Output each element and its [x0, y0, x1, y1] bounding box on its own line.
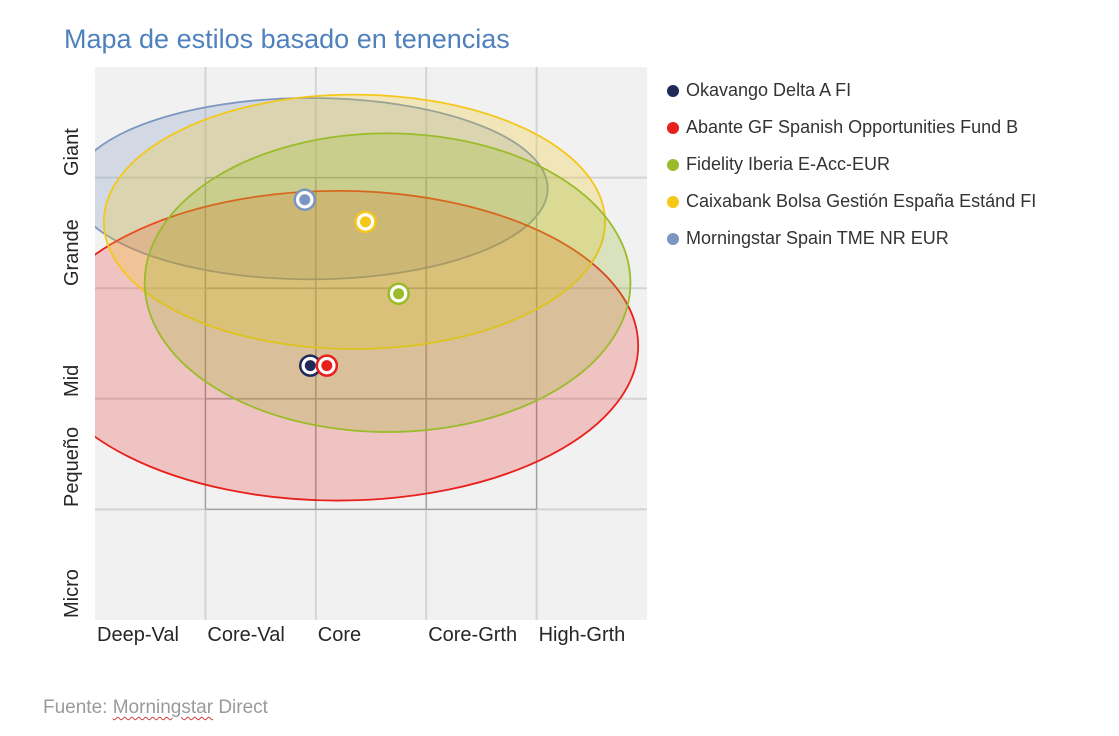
ellipse-2	[95, 190, 639, 502]
y-tick-label: Pequeño	[61, 427, 83, 508]
ellipse-5	[95, 97, 549, 281]
source-note: Fuente: Morningstar Direct	[43, 697, 268, 719]
chart-title: Mapa de estilos basado en tenencias	[64, 24, 510, 54]
legend-label: Fidelity Iberia E-Acc-EUR	[686, 154, 891, 174]
point-dot-2	[321, 360, 333, 372]
point-dot-1	[304, 360, 316, 372]
legend-label: Morningstar Spain TME NR EUR	[686, 228, 949, 248]
legend-marker	[667, 121, 679, 134]
x-tick-label: High-Grth	[538, 624, 626, 646]
legend-label: Caixabank Bolsa Gestión España Estánd FI	[686, 191, 1037, 211]
legend-marker	[667, 158, 679, 171]
legend-label: Okavango Delta A FI	[686, 80, 852, 100]
y-tick-label: Giant	[61, 127, 83, 176]
y-tick-label: Mid	[61, 364, 83, 397]
source-name: Morningstar	[112, 697, 214, 718]
legend-label: Abante GF Spanish Opportunities Fund B	[686, 117, 1019, 137]
source-suffix: Direct	[213, 697, 268, 718]
legend-marker	[667, 232, 679, 245]
x-tick-label: Core	[317, 624, 362, 646]
legend-marker	[667, 84, 679, 97]
point-dot-5	[299, 194, 311, 206]
legend-item: Fidelity Iberia E-Acc-EUR	[667, 146, 1036, 183]
x-tick-label: Deep-Val	[97, 624, 179, 646]
point-dot-4	[359, 216, 371, 228]
ellipse-3	[143, 132, 632, 433]
x-tick-label: Core-Grth	[428, 624, 518, 646]
plot-background	[95, 67, 647, 620]
x-tick-label: Core-Val	[207, 624, 285, 646]
legend-marker	[667, 195, 679, 208]
legend-item: Caixabank Bolsa Gestión España Estánd FI	[667, 183, 1036, 220]
source-prefix: Fuente:	[43, 697, 113, 718]
legend: Okavango Delta A FI Abante GF Spanish Opp…	[667, 72, 1036, 257]
legend-item: Abante GF Spanish Opportunities Fund B	[667, 109, 1036, 146]
legend-item: Morningstar Spain TME NR EUR	[667, 220, 1036, 257]
y-tick-label: Micro	[61, 569, 83, 618]
point-dot-3	[393, 288, 405, 300]
legend-item: Okavango Delta A FI	[667, 72, 1036, 109]
y-tick-label: Grande	[61, 219, 83, 287]
